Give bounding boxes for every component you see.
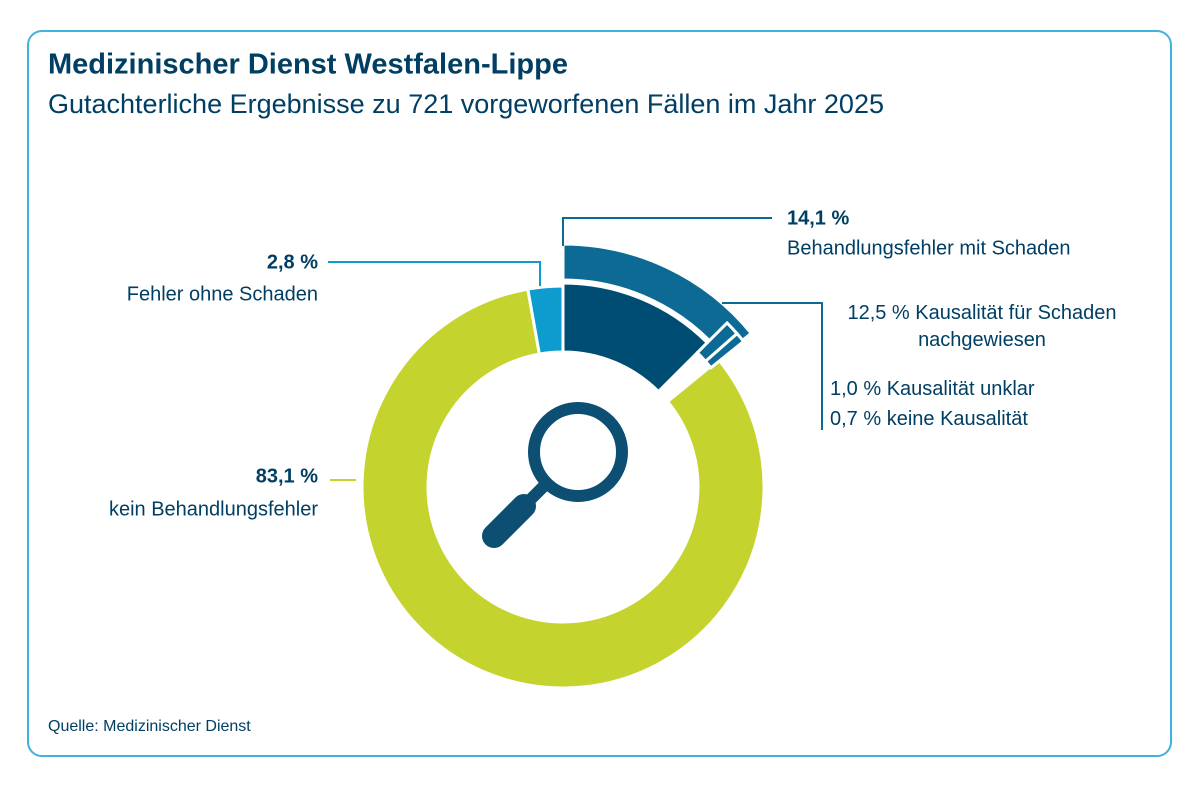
chart-subtitle: Gutachterliche Ergebnisse zu 721 vorgewo… — [48, 89, 884, 119]
breakdown-label: 0,7 % keine Kausalität — [830, 408, 1028, 430]
category-label: Kausalität unklar — [887, 378, 1035, 400]
pie-segment — [360, 287, 766, 690]
value-label: 83,1 % — [256, 465, 318, 487]
value-label: 12,5 % — [847, 302, 910, 324]
category-label: Behandlungsfehler mit Schaden — [787, 237, 1071, 259]
source: Quelle: Medizinischer Dienst — [48, 718, 251, 735]
leader-line — [562, 217, 772, 246]
category-label: Fehler ohne Schaden — [127, 283, 318, 305]
category-label: keine Kausalität — [887, 408, 1029, 430]
value-label: 2,8 % — [267, 251, 318, 273]
value-label: 0,7 % — [830, 408, 881, 430]
card-border — [27, 30, 1172, 757]
magnifier-icon — [482, 402, 628, 548]
value-label: 14,1 % — [787, 207, 849, 229]
donut — [360, 242, 766, 690]
leader-line — [328, 261, 541, 286]
category-label: Kausalität für Schaden nachgewiesen — [915, 302, 1117, 351]
leader-line — [722, 302, 823, 430]
breakdown-label: 12,5 % Kausalität für Schaden nachgewies… — [826, 300, 1138, 354]
value-label: 1,0 % — [830, 378, 881, 400]
breakdown-label: 1,0 % Kausalität unklar — [830, 378, 1035, 400]
category-label: kein Behandlungsfehler — [109, 498, 318, 520]
breakdown-segment — [703, 331, 746, 370]
chart-title: Medizinischer Dienst Westfalen-Lippe — [48, 49, 568, 81]
